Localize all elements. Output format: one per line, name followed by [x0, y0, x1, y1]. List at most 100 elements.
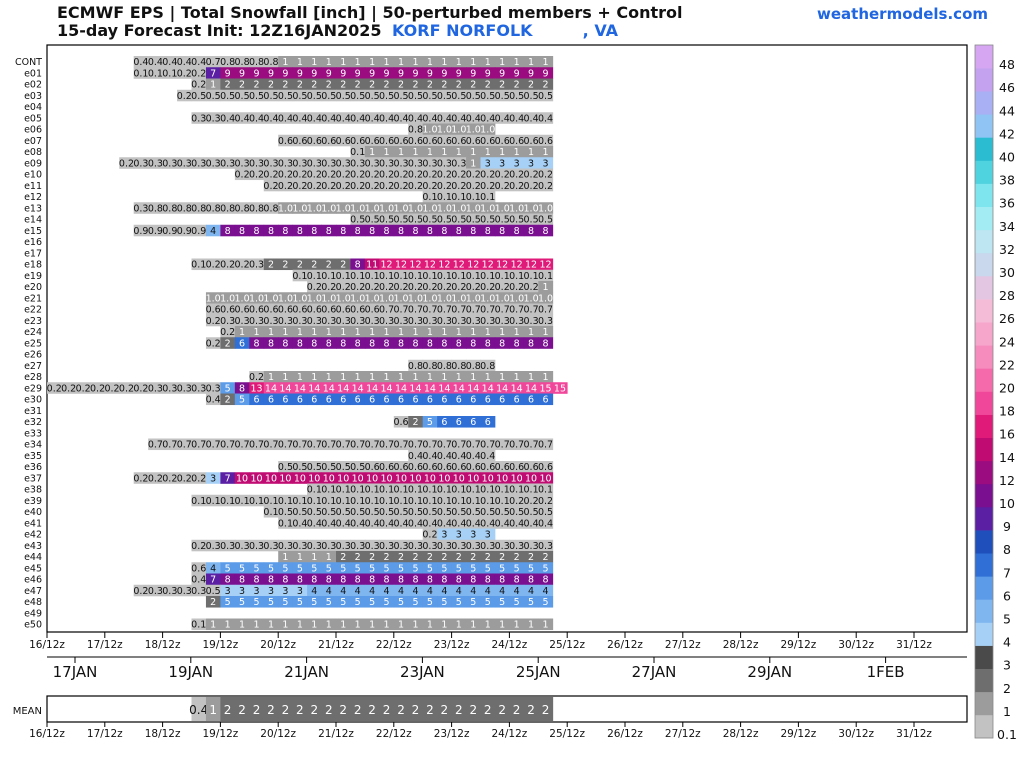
member-e20-cell [437, 281, 452, 293]
member-e22-cell [437, 303, 452, 316]
member-e36-cell [379, 461, 395, 473]
member-e05-cell [336, 112, 351, 124]
member-e37-value-label: 3 [210, 473, 216, 484]
member-e45-value-label: 5 [499, 563, 505, 574]
member-e43-cell [278, 539, 294, 552]
member-e43-cell [336, 539, 351, 552]
member-e03-cell [466, 89, 481, 102]
member-e09-cell [336, 157, 351, 169]
member-e37-cell [162, 472, 178, 484]
member-e45-value-label: 5 [427, 563, 433, 574]
member-e01-value-label: 9 [470, 68, 476, 79]
member-e47-value-label: 4 [456, 586, 462, 597]
member-e20-value-label: 0.2 [451, 282, 466, 293]
member-e36-value-label: 0.6 [509, 462, 524, 473]
member-e10-value-label: 0.2 [451, 170, 466, 181]
member-e42-value-label: 3 [441, 530, 447, 541]
member-e38-value-label: 0.1 [538, 485, 553, 496]
member-e15-cell [466, 224, 481, 237]
member-e40-cell [538, 506, 554, 518]
member-e23-cell [278, 314, 294, 327]
member-e13-cell [191, 202, 207, 214]
member-e21-cell [408, 292, 424, 304]
member-e44-cell [364, 551, 380, 563]
member-e21-cell [480, 292, 496, 304]
member-e09-value-label: 0.3 [206, 158, 221, 169]
member-e35-value-label: 0.4 [437, 451, 452, 462]
member-e12-value-label: 0.1 [451, 192, 466, 203]
member-e45-cell [321, 562, 337, 574]
member-e24-value-label: 1 [239, 327, 245, 338]
member-e13-value-label: 1.0 [379, 203, 394, 214]
member-e20-value-label: 0.2 [524, 282, 539, 293]
member-e24-cell [523, 326, 539, 338]
member-e50-value-label: 1 [225, 620, 231, 631]
member-e29-value-label: 8 [239, 383, 245, 394]
member-e36-cell [437, 461, 452, 473]
member-e28-cell [408, 371, 424, 383]
member-e32-value-label: 0.6 [393, 417, 408, 428]
member-e10-value-label: 0.2 [249, 170, 264, 181]
member-e50-value-label: 0.1 [191, 620, 206, 631]
member-e03-cell [292, 89, 308, 102]
member-e13-cell [162, 202, 178, 214]
member-e10-cell [437, 168, 452, 181]
mean-value-label: 2 [426, 703, 434, 717]
member-e01-value-label: 9 [514, 68, 520, 79]
member-e01-value-label: 0.2 [177, 68, 192, 79]
member-e47-value-label: 4 [542, 586, 548, 597]
member-e34-value-label: 0.7 [263, 440, 278, 451]
member-e21-cell [451, 292, 467, 304]
member-e05-cell [523, 112, 539, 124]
member-e47-cell [408, 584, 424, 597]
member-e27-cell [466, 359, 481, 372]
member-e23-value-label: 0.3 [495, 316, 510, 327]
member-e13-cell [466, 202, 481, 214]
member-e34-value-label: 0.7 [437, 440, 452, 451]
member-e43-cell [350, 539, 366, 552]
member-e18-cell [422, 258, 438, 271]
member-e15-cell [177, 224, 192, 237]
member-e13-cell [234, 202, 250, 214]
member-e44-cell [523, 551, 539, 563]
member-e15-cell [437, 224, 452, 237]
x-tick-label: 17/12z [87, 639, 123, 651]
member-e28-cell [494, 371, 510, 383]
member-e27-value-label: 0.8 [437, 361, 452, 372]
member-e09-cell [379, 157, 395, 169]
member-e46-value-label: 8 [470, 575, 476, 586]
member-e28-value-label: 1 [514, 372, 520, 383]
member-e03-cell [364, 89, 380, 102]
member-e20-value-label: 0.2 [350, 282, 365, 293]
member-e47-cell [307, 584, 322, 597]
mean-cell [538, 697, 554, 721]
member-e38-cell [350, 483, 366, 496]
member-e14-value-label: 0.5 [393, 215, 408, 226]
member-e34-value-label: 0.7 [379, 440, 394, 451]
member-e45-cell [278, 562, 294, 574]
member-e13-value-label: 0.8 [191, 203, 206, 214]
member-e01-value-label: 9 [528, 68, 534, 79]
member-e45-cell [408, 562, 424, 574]
mean-value-label: 2 [224, 703, 232, 717]
chart-title: ECMWF EPS | Total Snowfall [inch] | 50-p… [57, 3, 683, 22]
member-e45-cell [234, 562, 250, 574]
member-e01-cell [379, 67, 395, 79]
member-e02-cell [480, 78, 496, 91]
member-e02-cell [451, 78, 467, 91]
member-label-e27: e27 [24, 361, 42, 372]
member-e18-cell [307, 258, 322, 271]
member-e47-value-label: 0.5 [206, 586, 221, 597]
member-e50-cell [321, 618, 337, 631]
member-e25-cell [249, 337, 265, 349]
member-e23-value-label: 0.3 [235, 316, 250, 327]
member-e13-cell [336, 202, 351, 214]
member-e34-value-label: 0.7 [278, 440, 293, 451]
member-e36-cell [466, 461, 481, 473]
member-e01-cell [350, 67, 366, 79]
member-e50-value-label: 1 [427, 620, 433, 631]
x-tick-label: 20/12z [260, 639, 296, 651]
member-label-e45: e45 [24, 563, 42, 574]
member-e39-value-label: 0.1 [263, 496, 278, 507]
member-e30-value-label: 2 [225, 395, 231, 406]
